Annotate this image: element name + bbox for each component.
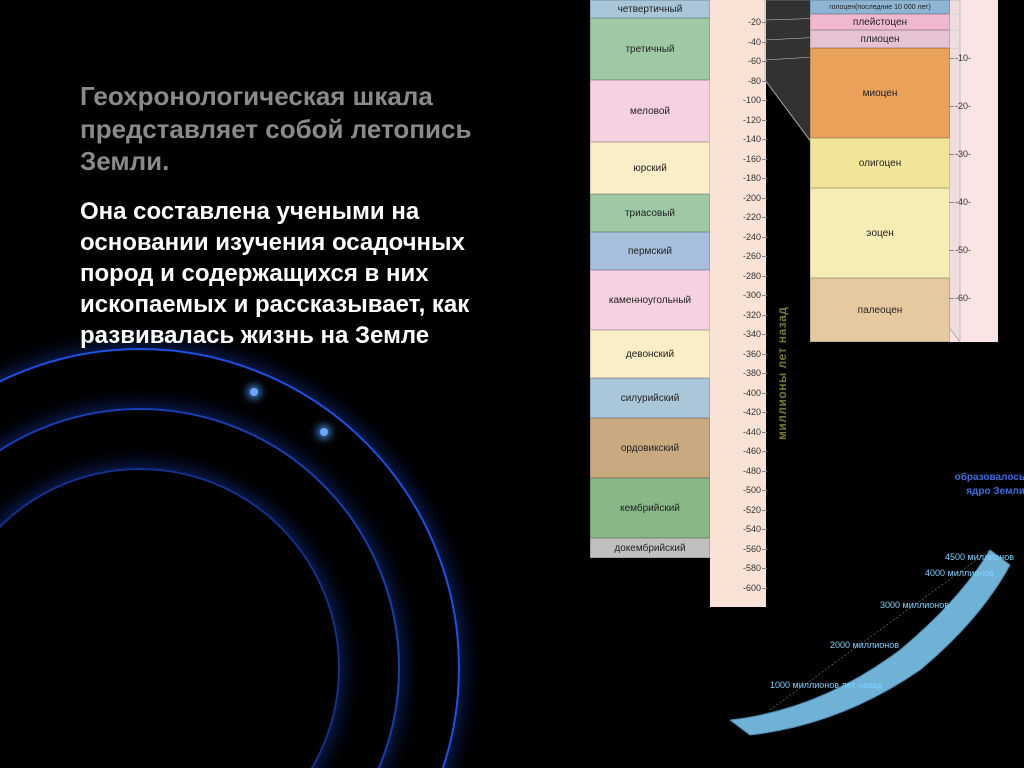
left-tick-18: -380 <box>715 368 761 378</box>
left-tick-16: -340 <box>715 329 761 339</box>
deep-time-wedge: 1000 миллионов лет назад 2000 миллионов 30… <box>730 530 1020 750</box>
left-tick-22: -460 <box>715 446 761 456</box>
period-3: юрский <box>590 142 710 194</box>
mya-axis-label: миллионы лет назад <box>775 307 789 440</box>
wedge-tick-4: 4500 миллионов <box>945 552 1014 562</box>
epoch-3: миоцен <box>810 48 950 138</box>
right-tick-background <box>950 0 998 342</box>
left-tick-7: -160 <box>715 154 761 164</box>
left-tick-13: -280 <box>715 271 761 281</box>
left-tick-20: -420 <box>715 407 761 417</box>
wedge-tick-2: 3000 миллионов <box>880 600 949 610</box>
right-tick-3: -40- <box>955 197 971 207</box>
body-text: Она составлена учеными на основании изуч… <box>80 196 480 352</box>
left-tick-0: -20 <box>715 17 761 27</box>
wedge-tick-3: 4000 миллионов <box>925 568 994 578</box>
left-tick-15: -320 <box>715 310 761 320</box>
left-tick-6: -140 <box>715 134 761 144</box>
period-11: докембрийский <box>590 538 710 558</box>
period-9: ордовикский <box>590 418 710 478</box>
right-tick-0: -10- <box>955 53 971 63</box>
left-tick-23: -480 <box>715 466 761 476</box>
wedge-tick-1: 2000 миллионов <box>830 640 899 650</box>
left-tick-19: -400 <box>715 388 761 398</box>
epoch-2: плиоцен <box>810 30 950 48</box>
geochronology-diagram: четвертичныйтретичныймеловойюрскийтриасо… <box>560 0 1024 768</box>
epoch-4: олигоцен <box>810 138 950 188</box>
left-tick-background <box>710 0 766 607</box>
left-tick-8: -180 <box>715 173 761 183</box>
left-tick-24: -500 <box>715 485 761 495</box>
epoch-0: голоцен(последние 10 000 лет) <box>810 0 950 14</box>
epoch-1: плейстоцен <box>810 14 950 30</box>
period-4: триасовый <box>590 194 710 232</box>
left-tick-1: -40 <box>715 37 761 47</box>
left-tick-4: -100 <box>715 95 761 105</box>
left-tick-11: -240 <box>715 232 761 242</box>
period-2: меловой <box>590 80 710 142</box>
left-tick-10: -220 <box>715 212 761 222</box>
left-tick-3: -80 <box>715 76 761 86</box>
decorative-orbits <box>0 348 460 768</box>
left-tick-17: -360 <box>715 349 761 359</box>
period-5: пермский <box>590 232 710 270</box>
period-7: девонский <box>590 330 710 378</box>
right-tick-1: -20- <box>955 101 971 111</box>
right-tick-4: -50- <box>955 245 971 255</box>
right-tick-2: -30- <box>955 149 971 159</box>
heading: Геохронологическая шкала представляет со… <box>80 80 480 178</box>
left-tick-5: -120 <box>715 115 761 125</box>
left-tick-9: -200 <box>715 193 761 203</box>
period-0: четвертичный <box>590 0 710 18</box>
period-6: каменноугольный <box>590 270 710 330</box>
period-8: силурийский <box>590 378 710 418</box>
right-epoch-column: голоцен(последние 10 000 лет)плейстоценп… <box>810 0 950 342</box>
epoch-6: палеоцен <box>810 278 950 342</box>
left-tick-14: -300 <box>715 290 761 300</box>
left-tick-25: -520 <box>715 505 761 515</box>
left-tick-2: -60 <box>715 56 761 66</box>
wedge-caption-1: образовалось <box>955 472 1024 483</box>
text-block: Геохронологическая шкала представляет со… <box>80 80 480 351</box>
wedge-caption-2: ядро Земли <box>966 486 1024 497</box>
period-1: третичный <box>590 18 710 80</box>
left-tick-12: -260 <box>715 251 761 261</box>
left-tick-21: -440 <box>715 427 761 437</box>
wedge-tick-0: 1000 миллионов лет назад <box>770 680 882 690</box>
period-10: кембрийский <box>590 478 710 538</box>
epoch-5: эоцен <box>810 188 950 278</box>
left-period-column: четвертичныйтретичныймеловойюрскийтриасо… <box>590 0 710 558</box>
right-tick-5: -60- <box>955 293 971 303</box>
